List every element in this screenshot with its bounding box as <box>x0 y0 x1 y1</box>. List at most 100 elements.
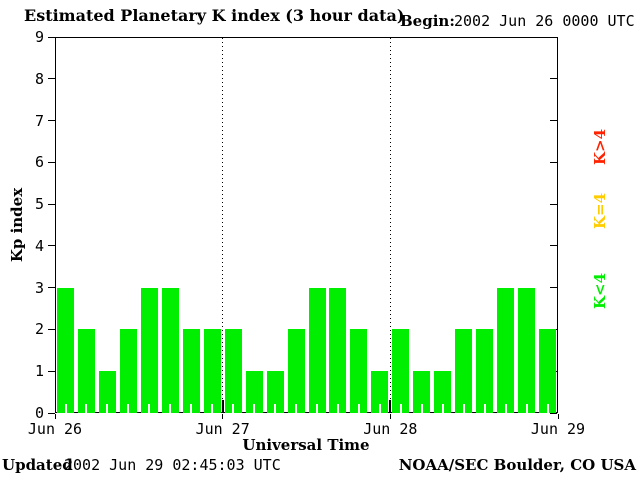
kp-bar <box>98 371 116 413</box>
y-tick-mark-right <box>550 412 557 414</box>
y-tick-label: 9 <box>34 28 44 46</box>
y-tick-label: 2 <box>34 320 44 339</box>
kp-bar <box>224 329 242 413</box>
kp-bar <box>203 329 221 413</box>
y-tick-mark-right <box>550 36 557 38</box>
kp-bar <box>539 329 557 413</box>
x-minor-tick <box>462 403 465 413</box>
x-minor-tick <box>211 403 214 413</box>
kp-bar <box>287 329 305 413</box>
legend-item: K=4 <box>591 192 609 230</box>
kp-bar <box>266 371 284 413</box>
x-minor-tick <box>420 403 423 413</box>
begin-label: Begin: <box>400 12 455 30</box>
kp-bar <box>518 287 536 413</box>
day-tick-mark-bottom <box>557 414 559 419</box>
x-minor-tick <box>378 403 381 413</box>
y-tick-label: 3 <box>34 278 44 297</box>
x-minor-tick <box>546 403 549 413</box>
kp-bar <box>497 287 515 413</box>
x-minor-tick <box>504 403 507 413</box>
plot-area <box>55 37 558 413</box>
day-tick-mark <box>221 400 224 412</box>
credit-text: NOAA/SEC Boulder, CO USA <box>398 456 636 474</box>
x-minor-tick <box>190 403 193 413</box>
x-minor-tick <box>357 403 360 413</box>
y-tick-mark-left <box>48 203 55 205</box>
y-tick-label: 4 <box>34 236 44 255</box>
kp-bar <box>476 329 494 413</box>
begin-timestamp: 2002 Jun 26 0000 UTC <box>454 12 635 30</box>
day-tick-mark-bottom <box>389 414 391 419</box>
kp-bar <box>371 371 389 413</box>
y-tick-mark-right <box>550 161 557 163</box>
y-tick-mark-right <box>550 203 557 205</box>
kp-bar <box>140 287 158 413</box>
kp-bar <box>182 329 200 413</box>
y-tick-mark-left <box>48 412 55 414</box>
x-minor-tick <box>106 403 109 413</box>
kp-bar <box>455 329 473 413</box>
kp-bar <box>57 287 74 413</box>
y-tick-mark-right <box>550 78 557 80</box>
y-tick-label: 1 <box>34 362 44 381</box>
x-tick-label: Jun 27 <box>195 420 250 438</box>
kp-bar <box>413 371 431 413</box>
kp-bar <box>350 329 368 413</box>
y-tick-mark-left <box>48 161 55 163</box>
x-minor-tick <box>274 403 277 413</box>
y-tick-mark-left <box>48 36 55 38</box>
x-axis-title: Universal Time <box>242 436 370 454</box>
kp-bar <box>119 329 137 413</box>
kp-bar <box>77 329 95 413</box>
x-minor-tick <box>85 403 88 413</box>
x-minor-tick <box>127 403 130 413</box>
kp-bar <box>308 287 326 413</box>
y-tick-mark-right <box>550 120 557 122</box>
kp-bar <box>245 371 263 413</box>
kp-bar <box>161 287 179 413</box>
chart-title: Estimated Planetary K index (3 hour data… <box>24 6 405 25</box>
y-tick-mark-left <box>48 328 55 330</box>
x-minor-tick <box>399 403 402 413</box>
legend-item: K<4 <box>591 272 609 310</box>
x-minor-tick <box>483 403 486 413</box>
y-tick-mark-right <box>550 287 557 289</box>
y-tick-label: 0 <box>34 404 44 422</box>
x-minor-tick <box>253 403 256 413</box>
day-tick-mark <box>389 400 392 412</box>
x-minor-tick <box>295 403 298 413</box>
kp-bar <box>434 371 452 413</box>
y-tick-mark-left <box>48 78 55 80</box>
x-tick-label: Jun 26 <box>27 420 83 438</box>
x-minor-tick <box>169 403 172 413</box>
y-tick-mark-right <box>550 245 557 247</box>
x-minor-tick <box>336 403 339 413</box>
kp-bar <box>392 329 410 413</box>
updated-label: Updated <box>2 456 73 474</box>
updated-timestamp: 2002 Jun 29 02:45:03 UTC <box>64 456 281 474</box>
x-minor-tick <box>316 403 318 413</box>
x-tick-label: Jun 28 <box>363 420 418 438</box>
y-tick-label: 8 <box>34 69 44 88</box>
x-tick-label: Jun 29 <box>530 420 586 438</box>
day-gridline <box>389 38 391 413</box>
day-tick-mark-bottom <box>222 414 224 419</box>
legend-item: K>4 <box>591 128 609 166</box>
x-minor-tick <box>232 403 235 413</box>
y-tick-mark-left <box>48 370 55 372</box>
x-minor-tick <box>441 403 444 413</box>
y-tick-mark-left <box>48 120 55 122</box>
y-tick-mark-left <box>48 245 55 247</box>
kp-bar <box>329 287 347 413</box>
x-minor-tick <box>64 403 67 413</box>
y-tick-label: 7 <box>34 111 44 130</box>
x-minor-tick <box>148 403 151 413</box>
x-minor-tick <box>525 403 528 413</box>
day-tick-mark-bottom <box>54 414 56 419</box>
y-tick-label: 5 <box>34 195 44 214</box>
y-tick-mark-left <box>48 287 55 289</box>
day-gridline <box>222 38 224 413</box>
y-tick-label: 6 <box>34 153 44 172</box>
